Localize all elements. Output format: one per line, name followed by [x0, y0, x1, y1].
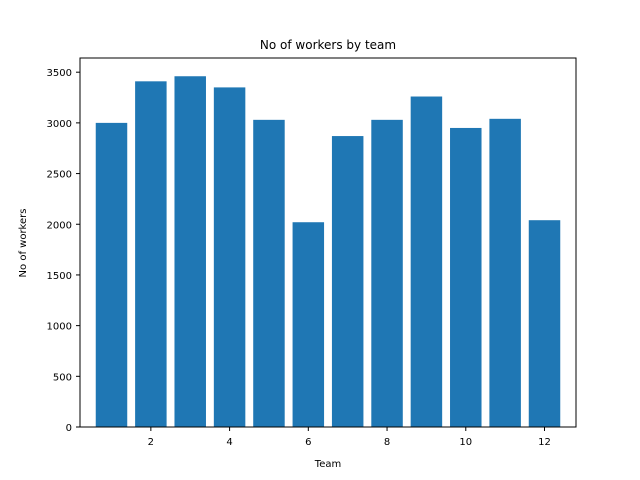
bar-team-10 — [450, 127, 482, 427]
y-tick-label: 2500 — [47, 170, 72, 181]
x-tick-label: 4 — [226, 437, 232, 448]
axes-frame — [79, 57, 577, 428]
x-axis-label: Team — [314, 459, 341, 470]
y-tick-label: 3000 — [47, 119, 72, 130]
bar-team-12 — [528, 220, 561, 427]
bar-team-6 — [292, 222, 325, 427]
x-tick-label: 10 — [459, 437, 472, 448]
bar-team-8 — [371, 119, 403, 427]
y-tick-label: 500 — [53, 372, 72, 383]
bar-team-2 — [135, 81, 167, 427]
bar-team-4 — [213, 87, 246, 428]
y-axis-label: No of workers — [18, 209, 29, 278]
x-tick-label: 6 — [305, 437, 311, 448]
x-tick-label: 2 — [148, 437, 154, 448]
bar-team-11 — [489, 118, 521, 427]
bar-team-1 — [95, 122, 128, 427]
y-tick-label: 2000 — [47, 220, 72, 231]
bar-team-9 — [410, 96, 443, 428]
bar-team-7 — [331, 136, 364, 427]
x-axis-ticks: 2 4 6 8 10 12 — [148, 427, 551, 448]
x-tick-label: 12 — [538, 437, 551, 448]
chart-title: No of workers by team — [260, 38, 396, 52]
y-axis-ticks: 0 500 1000 1500 2000 2500 3000 3500 — [47, 68, 80, 434]
bar-team-5 — [253, 119, 285, 427]
y-tick-label: 1000 — [47, 322, 72, 333]
bars — [95, 76, 561, 428]
y-tick-label: 1500 — [47, 271, 72, 282]
x-tick-label: 8 — [384, 437, 390, 448]
y-tick-label: 0 — [66, 423, 72, 434]
y-tick-label: 3500 — [47, 68, 72, 79]
bar-team-3 — [174, 76, 206, 427]
